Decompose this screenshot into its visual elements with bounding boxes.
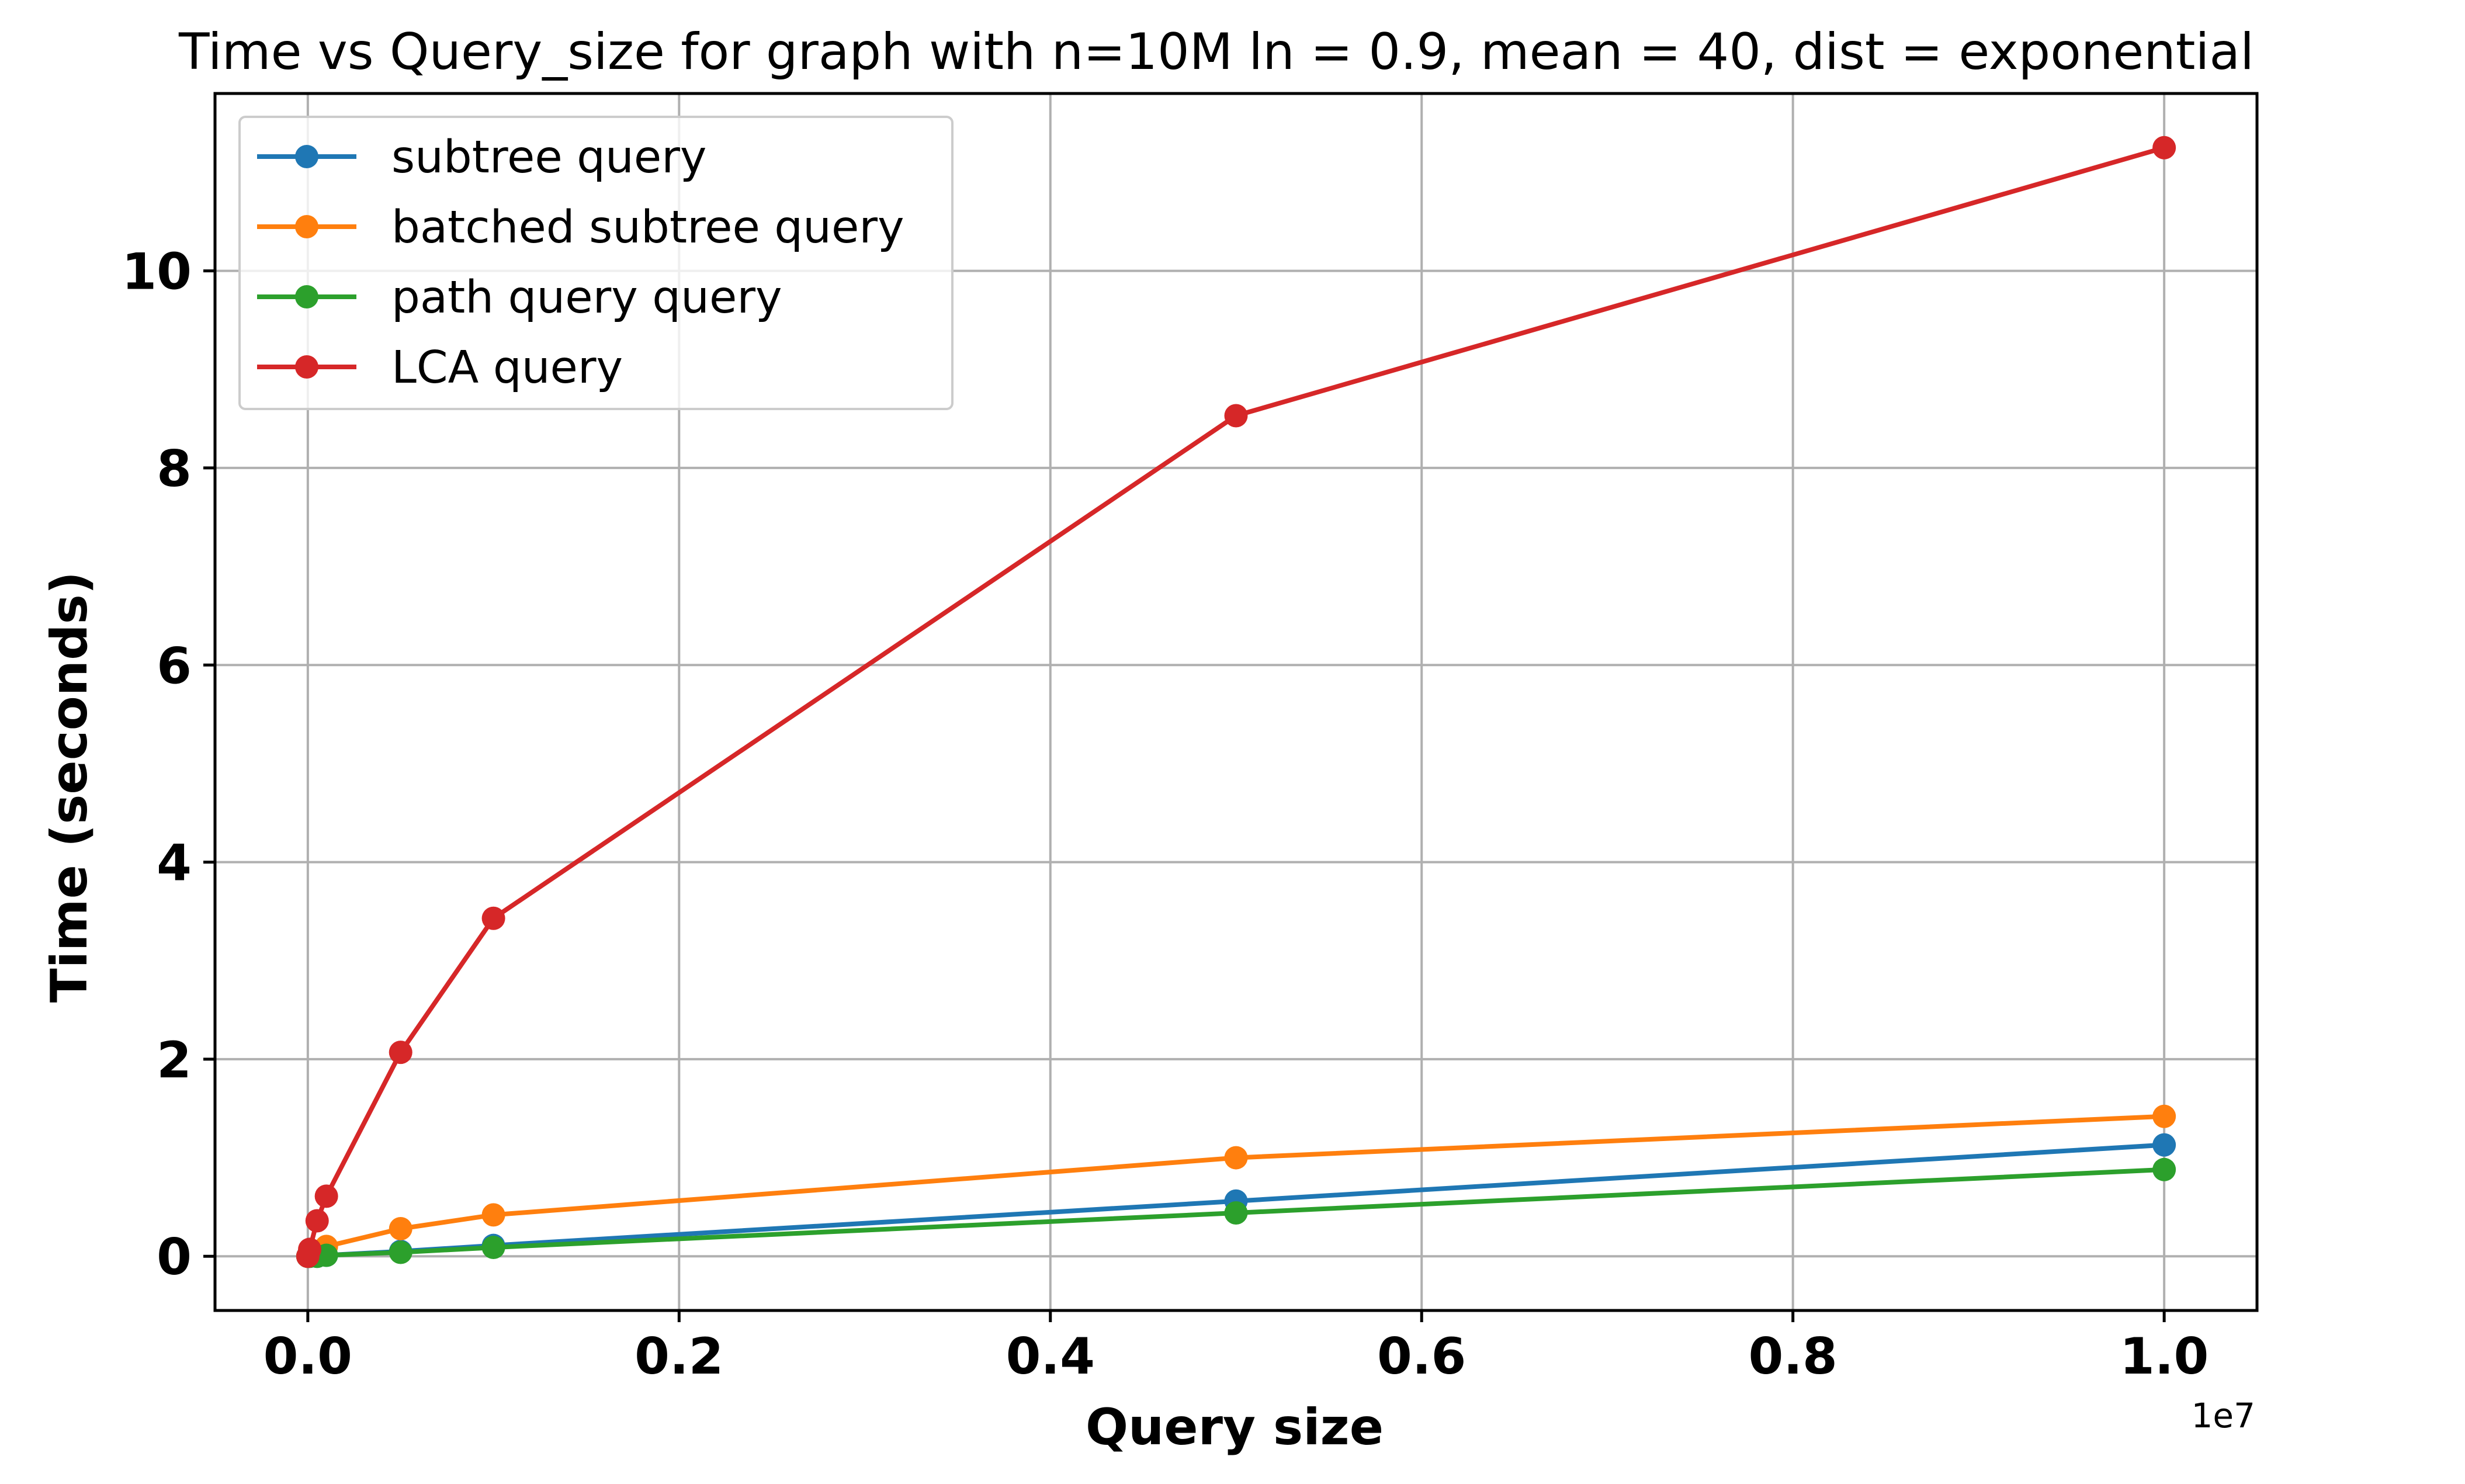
legend-item: LCA query [257,342,623,394]
data-point-batched-subtree-query [1224,1146,1248,1170]
data-point-subtree-query [2152,1133,2176,1157]
data-point-batched-subtree-query [389,1217,412,1241]
y-tick-label: 0 [157,1228,192,1287]
axis-ticks: 0.0 0.2 0.4 0.6 0.8 1.0 0 2 4 6 8 10 [122,243,2209,1386]
legend-label: batched subtree query [391,202,904,254]
y-tick-label: 8 [157,440,192,498]
legend-swatch-marker [295,145,318,168]
data-point-path-query-query [1224,1201,1248,1225]
x-tick-label: 1.0 [2120,1327,2209,1386]
legend-swatch-marker [295,355,318,379]
legend-swatch-marker [295,285,318,308]
data-point-path-query-query [2152,1157,2176,1181]
legend-box [238,116,954,410]
legend-items: subtree query batched subtree query path q… [257,131,904,394]
plot-frame [213,92,2259,1312]
data-point-batched-subtree-query [481,1203,505,1227]
legend-item: path query query [257,272,782,324]
legend-item: batched subtree query [257,202,904,254]
data-point-lca-query [314,1184,338,1208]
data-point-lca-query [389,1041,412,1065]
legend: subtree query batched subtree query path q… [238,116,954,410]
y-tick-label: 6 [157,637,192,695]
y-axis-label: Time (seconds) [40,571,99,1003]
x-tick-label: 0.0 [264,1327,352,1386]
series-path-query-query [296,1157,2176,1268]
legend-label: LCA query [391,342,623,394]
series-line-batched-subtree-query [306,1114,2165,1258]
x-tick-label: 0.4 [1006,1327,1095,1386]
series-layer [296,136,2176,1268]
data-point-lca-query [2152,136,2176,160]
y-tick-label: 4 [157,834,192,893]
x-tick-label: 0.8 [1749,1327,1838,1386]
data-point-batched-subtree-query [2152,1104,2176,1128]
legend-label: subtree query [391,131,706,183]
legend-label: path query query [391,272,782,324]
data-point-path-query-query [481,1236,505,1260]
x-tick-label: 0.2 [635,1327,723,1386]
y-tick-label: 2 [157,1031,192,1090]
data-point-lca-query [305,1209,329,1233]
data-point-lca-query [481,906,505,930]
y-tick-label: 10 [122,243,192,301]
series-lca-query [296,136,2176,1268]
legend-swatch-marker [295,215,318,238]
data-point-lca-query [298,1237,322,1261]
x-offset-label: 1e7 [2192,1396,2256,1436]
data-point-path-query-query [389,1240,412,1264]
data-point-lca-query [1224,404,1248,428]
x-tick-label: 0.6 [1377,1327,1466,1386]
x-axis-label: Query size [1086,1398,1384,1457]
legend-item: subtree query [257,131,706,183]
chart-title: Time vs Query_size for graph with n=10M … [178,23,2254,81]
